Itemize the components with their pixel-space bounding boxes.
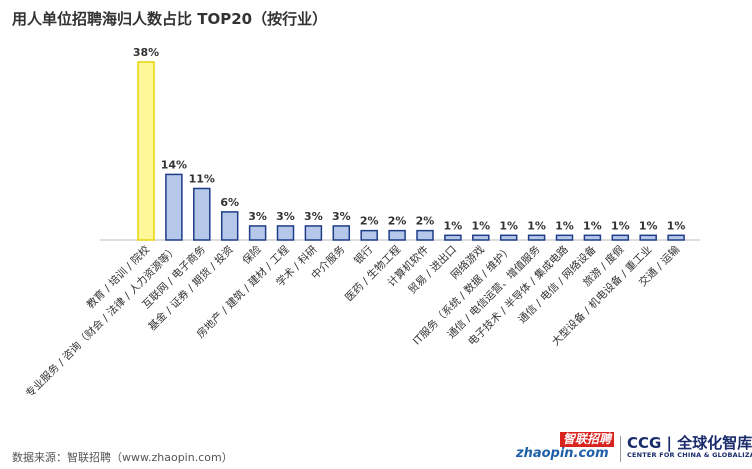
bar-value-label: 14% <box>161 158 187 171</box>
bar-value-label: 1% <box>527 219 546 232</box>
bar-value-label: 2% <box>360 215 379 228</box>
bar-value-label: 1% <box>499 219 518 232</box>
bar-12 <box>444 234 462 241</box>
bar-19 <box>639 234 657 241</box>
ccg-logo-subtitle: CENTER FOR CHINA & GLOBALIZATION <box>627 451 752 459</box>
ccg-logo-title: CCG | 全球化智库 <box>627 434 752 452</box>
bar-value-label: 1% <box>667 219 686 232</box>
bar-value-label: 3% <box>276 210 295 223</box>
bar-6 <box>276 225 295 241</box>
bar-value-label: 1% <box>583 219 602 232</box>
bar-9 <box>360 229 378 241</box>
bar-15 <box>527 234 546 241</box>
bar-value-label: 38% <box>133 46 159 59</box>
bar-1 <box>137 61 155 241</box>
bar-2 <box>165 173 183 241</box>
bar-4 <box>220 211 239 241</box>
bar-value-label: 11% <box>189 172 215 185</box>
bar-value-label: 2% <box>388 215 407 228</box>
bar-value-label: 3% <box>304 210 323 223</box>
bar-13 <box>472 234 490 241</box>
zhaopin-logo-en: zhaopin.com <box>516 446 609 461</box>
bar-value-label: 3% <box>248 210 267 223</box>
bar-16 <box>555 234 574 241</box>
bar-value-label: 1% <box>639 219 658 232</box>
bar-20 <box>667 234 685 241</box>
bar-14 <box>499 234 518 241</box>
bar-value-label: 1% <box>555 219 574 232</box>
bar-3 <box>193 187 211 241</box>
chart-title: 用人单位招聘海归人数占比 TOP20（按行业） <box>12 10 328 28</box>
bar-value-label: 1% <box>611 219 630 232</box>
bar-17 <box>583 234 602 241</box>
category-label: 保险 <box>240 243 264 267</box>
bar-value-label: 3% <box>332 210 351 223</box>
data-source-note: 数据来源：智联招聘（www.zhaopin.com） <box>12 451 233 464</box>
bar-7 <box>304 225 323 241</box>
bar-value-label: 2% <box>416 215 435 228</box>
bar-18 <box>611 234 630 241</box>
bar-11 <box>416 229 434 241</box>
bar-5 <box>248 225 267 241</box>
bar-8 <box>332 225 351 241</box>
logo-divider <box>620 436 621 462</box>
bar-value-label: 1% <box>444 219 463 232</box>
ccg-logo: CCG | 全球化智库 CENTER FOR CHINA & GLOBALIZA… <box>627 432 752 464</box>
category-label: 银行 <box>351 243 375 267</box>
bar-value-label: 1% <box>471 219 490 232</box>
zhaopin-logo-cn: 智联招聘 <box>559 432 614 447</box>
zhaopin-logo: 智联招聘 zhaopin.com <box>516 432 614 462</box>
bar-value-label: 6% <box>220 196 239 209</box>
bar-10 <box>388 229 406 241</box>
